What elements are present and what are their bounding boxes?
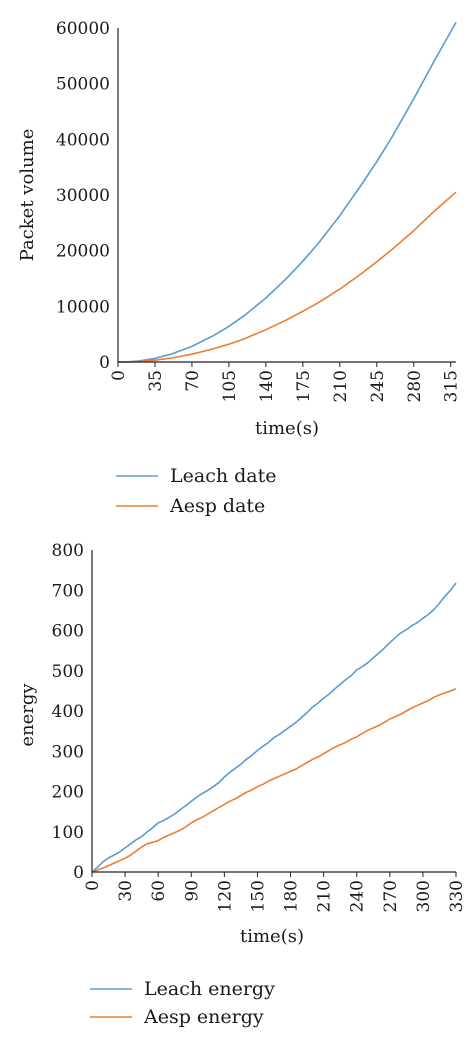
chart-2-series-1-line <box>91 688 457 873</box>
chart-1-y-tick-label: 10000 <box>56 297 110 317</box>
chart-2-x-tick-label: 180 <box>282 880 302 912</box>
chart-1-x-ticks: 0 35 70 105 140 175 210 245 280 315 <box>109 362 462 402</box>
chart-2-y-tick-label: 500 <box>52 662 84 682</box>
chart-2-x-tick-label: 120 <box>215 880 235 912</box>
chart-1-x-tick-label: 210 <box>331 370 351 402</box>
chart-1-series-1-line <box>117 191 457 363</box>
chart-2-x-ticks: 0 30 60 90 120 150 180 210 240 270 300 330 <box>83 872 467 912</box>
chart-2-y-tick-label: 600 <box>52 622 84 642</box>
chart-1-series-group <box>117 22 457 363</box>
chart-1-y-tick-label: 0 <box>99 353 110 373</box>
chart-1-x-tick-label: 175 <box>294 370 314 402</box>
chart-1-x-tick-label: 70 <box>183 370 203 392</box>
chart-2-y-tick-label: 800 <box>52 541 84 561</box>
chart-2-y-tick-label: 100 <box>52 823 84 843</box>
chart-1-x-tick-label: 315 <box>442 370 462 402</box>
chart-1-x-tick-label: 105 <box>220 370 240 402</box>
chart-2-x-tick-label: 60 <box>149 880 169 902</box>
chart-2: 0 100 200 300 400 500 600 700 800 0 30 60 90 120 150 1… <box>17 541 467 1028</box>
chart-2-y-tick-label: 300 <box>52 742 84 762</box>
chart-2-y-tick-label: 700 <box>52 581 84 601</box>
chart-2-legend-label-1: Aesp energy <box>143 1006 264 1028</box>
chart-2-x-tick-label: 0 <box>83 880 103 891</box>
chart-2-legend: Leach energy Aesp energy <box>90 978 275 1028</box>
chart-1-series-0-line <box>117 22 457 363</box>
chart-1-x-axis-title: time(s) <box>255 418 319 439</box>
chart-1-y-tick-label: 20000 <box>56 242 110 262</box>
chart-1-legend: Leach date Aesp date <box>116 465 276 517</box>
chart-2-series-group <box>91 582 457 873</box>
chart-1: 0 10000 20000 30000 40000 50000 60000 0 35 70 105… <box>17 19 462 517</box>
chart-1-y-axis-title: Packet volume <box>17 129 38 262</box>
chart-1-x-tick-label: 0 <box>109 370 129 381</box>
chart-2-y-tick-label: 0 <box>73 863 84 883</box>
chart-2-x-tick-label: 270 <box>381 880 401 912</box>
chart-1-y-tick-label: 30000 <box>56 186 110 206</box>
chart-2-x-tick-label: 240 <box>348 880 368 912</box>
chart-2-x-tick-label: 330 <box>447 880 467 912</box>
chart-1-y-ticks: 0 10000 20000 30000 40000 50000 60000 <box>56 19 110 373</box>
chart-2-x-tick-label: 30 <box>116 880 136 902</box>
chart-1-legend-label-1: Aesp date <box>169 495 265 517</box>
chart-2-series-0-line <box>91 582 457 873</box>
chart-2-x-axis-title: time(s) <box>240 926 304 947</box>
chart-2-x-tick-label: 210 <box>315 880 335 912</box>
chart-1-x-tick-label: 280 <box>405 370 425 402</box>
chart-1-legend-label-0: Leach date <box>170 465 276 487</box>
chart-2-y-tick-label: 200 <box>52 783 84 803</box>
chart-2-legend-label-0: Leach energy <box>144 978 275 1000</box>
chart-2-x-tick-label: 150 <box>248 880 268 912</box>
chart-2-y-tick-label: 400 <box>52 702 84 722</box>
chart-1-x-tick-label: 245 <box>368 370 388 402</box>
chart-1-y-tick-label: 60000 <box>56 19 110 39</box>
chart-1-y-tick-label: 50000 <box>56 75 110 95</box>
chart-1-x-tick-label: 140 <box>257 370 277 402</box>
chart-2-y-ticks: 0 100 200 300 400 500 600 700 800 <box>52 541 84 883</box>
chart-1-x-tick-label: 35 <box>146 370 166 392</box>
chart-1-y-tick-label: 40000 <box>56 130 110 150</box>
chart-2-x-tick-label: 300 <box>414 880 434 912</box>
chart-2-x-tick-label: 90 <box>182 880 202 902</box>
chart-2-y-axis-title: energy <box>17 683 38 747</box>
